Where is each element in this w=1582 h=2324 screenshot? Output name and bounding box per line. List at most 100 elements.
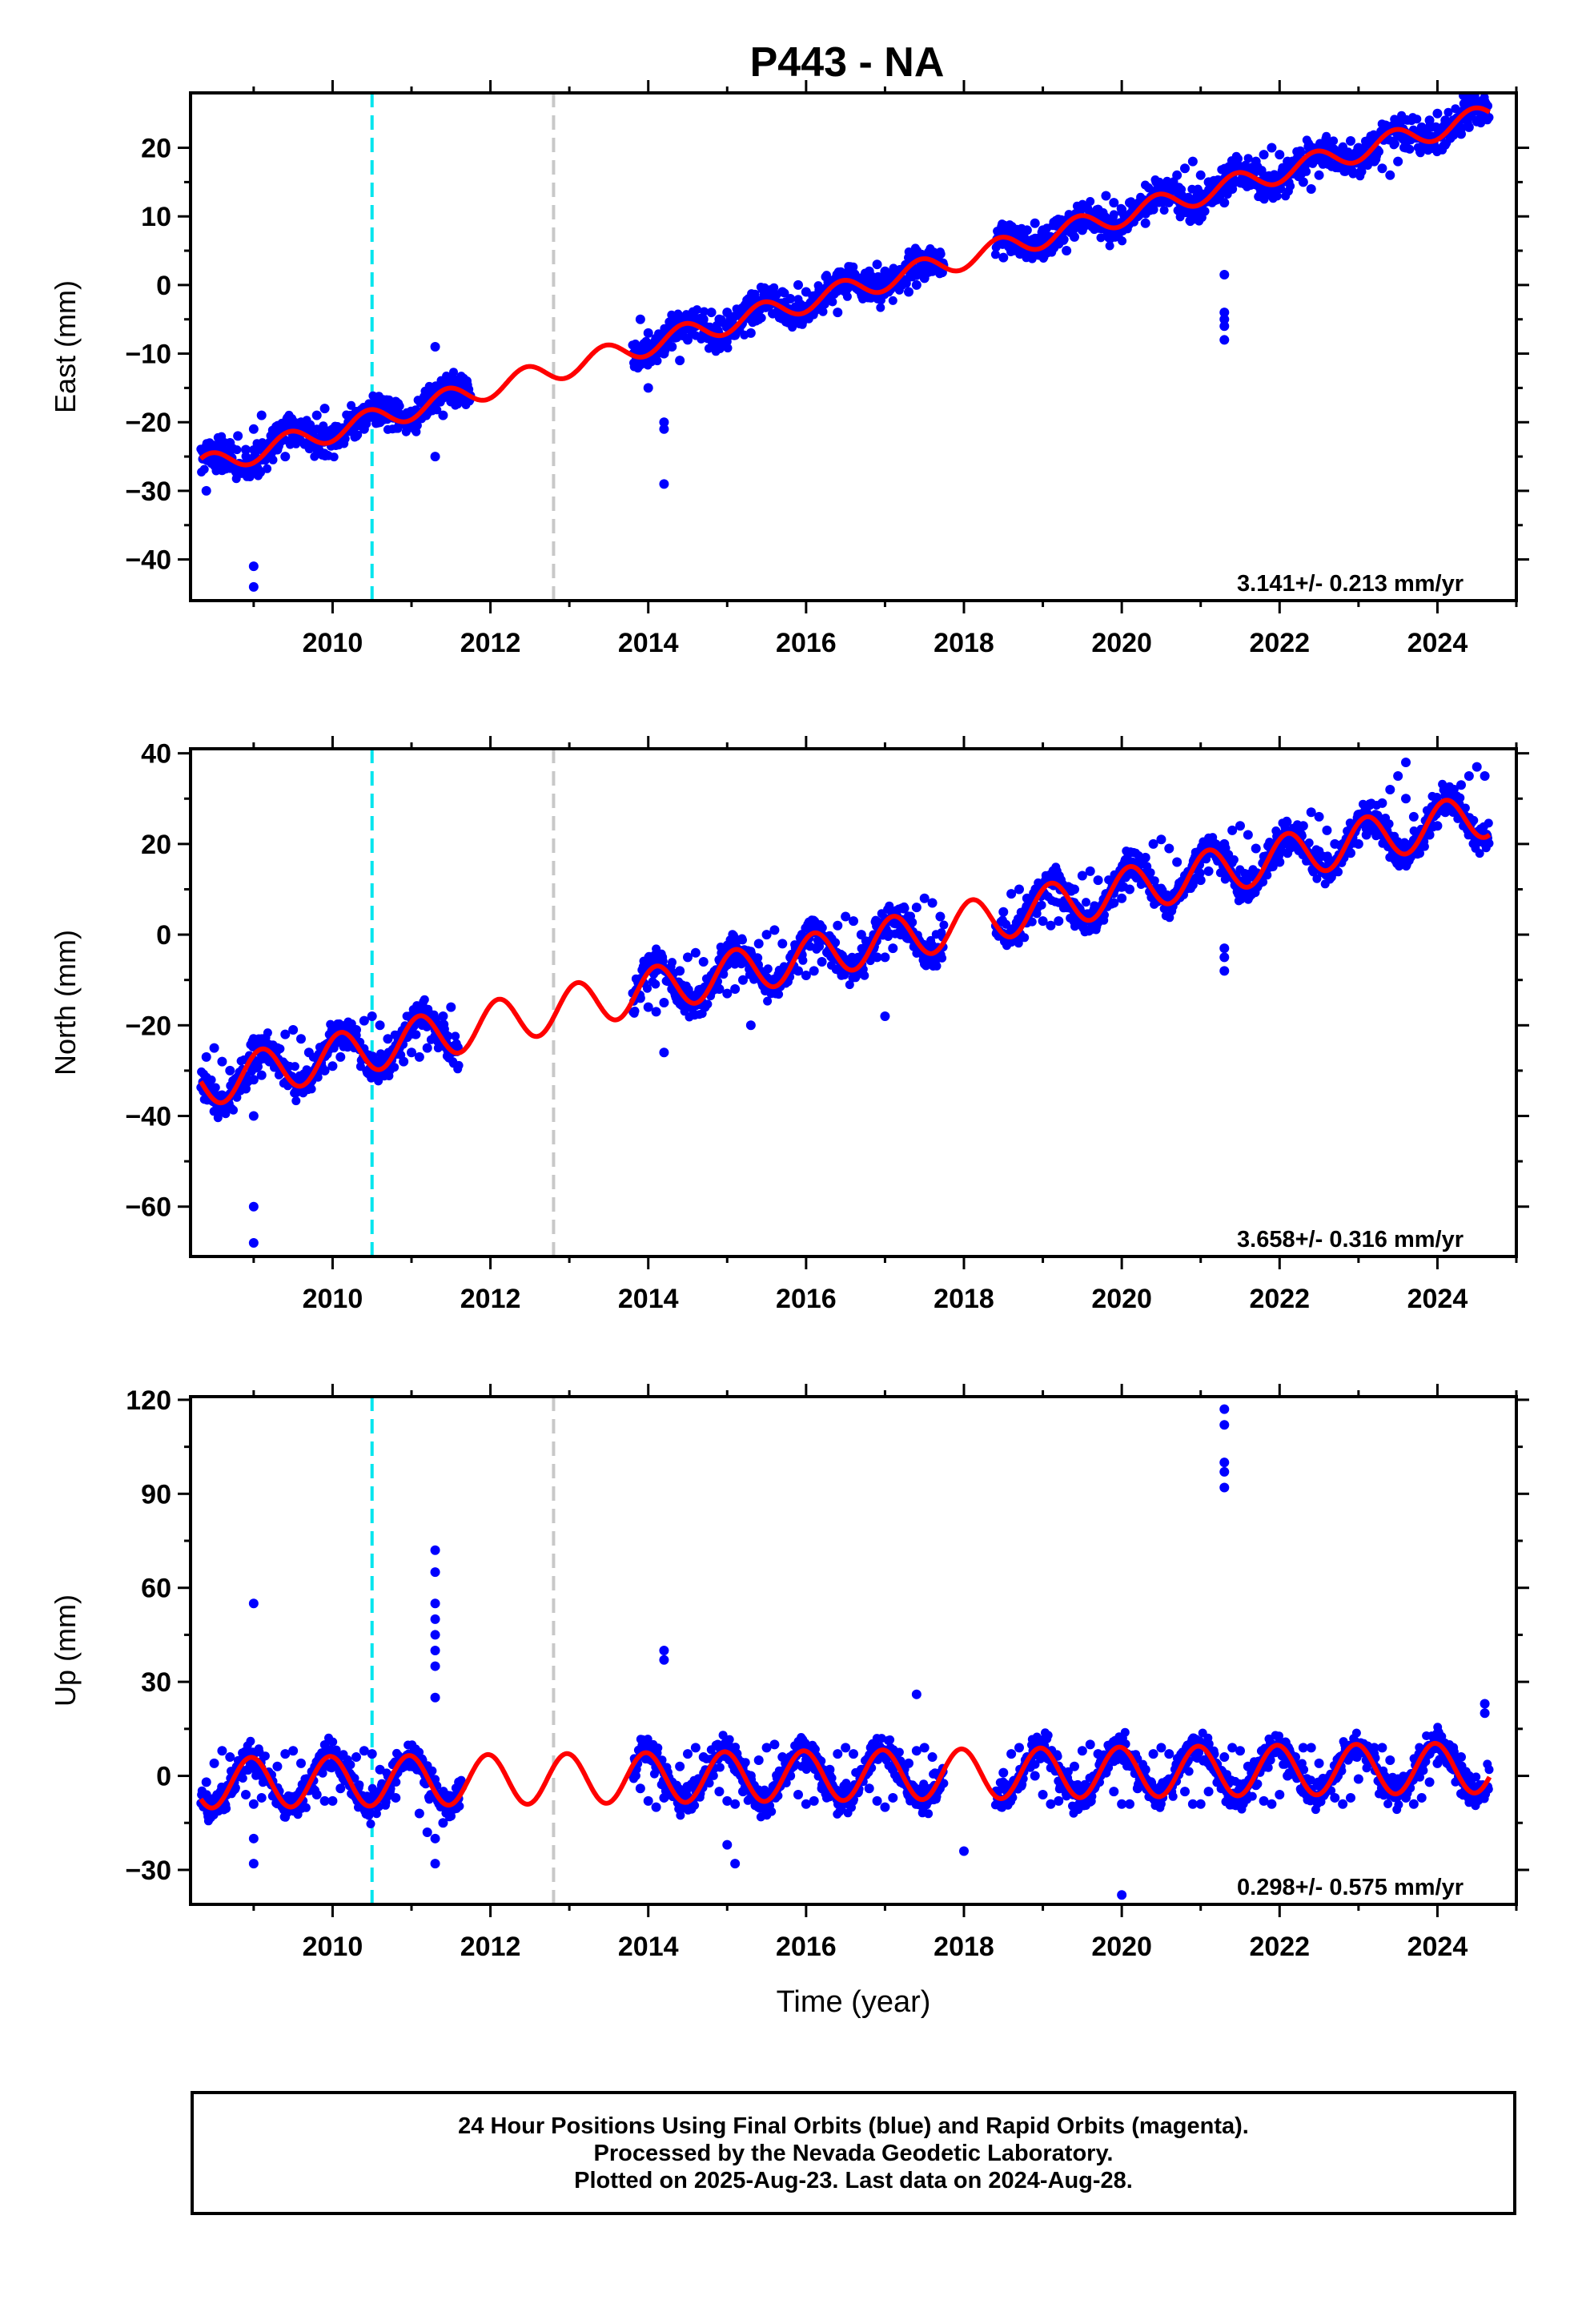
data-point	[1085, 866, 1095, 876]
data-point	[725, 1735, 734, 1744]
data-point	[651, 1007, 661, 1017]
data-point	[399, 410, 409, 420]
data-point	[1148, 204, 1158, 215]
data-point	[1077, 225, 1087, 235]
data-point	[864, 266, 874, 276]
data-point	[280, 452, 291, 462]
outlier-point	[1219, 335, 1230, 345]
data-point	[1480, 770, 1490, 781]
data-point	[1234, 154, 1243, 163]
data-point	[268, 455, 278, 464]
data-point	[272, 1043, 283, 1053]
data-point	[1306, 183, 1316, 194]
data-point	[1146, 868, 1155, 878]
x-tick-label: 2016	[776, 1284, 837, 1314]
data-point	[256, 410, 267, 420]
data-point	[1159, 206, 1169, 215]
data-point	[730, 984, 741, 995]
data-point	[438, 410, 448, 420]
data-point	[1276, 184, 1286, 194]
data-point	[715, 1763, 725, 1772]
data-point	[1393, 156, 1403, 167]
data-point	[1384, 819, 1394, 829]
data-point	[1030, 218, 1040, 228]
data-point	[311, 410, 322, 420]
data-point	[291, 1096, 301, 1106]
outlier-point	[745, 1020, 756, 1031]
data-point	[329, 452, 339, 462]
y-tick-label: −20	[125, 1011, 171, 1041]
data-point	[1117, 893, 1127, 903]
data-point	[651, 335, 661, 345]
y-tick-label: −10	[125, 340, 171, 370]
data-point	[643, 328, 653, 338]
x-tick-label: 2020	[1091, 628, 1152, 658]
data-point	[817, 957, 827, 967]
data-point	[367, 1011, 377, 1021]
data-point	[1401, 143, 1411, 153]
data-point	[904, 287, 913, 297]
data-point	[1251, 843, 1261, 854]
data-point	[217, 465, 227, 476]
data-point	[896, 279, 906, 290]
data-point	[700, 307, 709, 316]
data-point	[1014, 884, 1024, 895]
data-point	[1070, 884, 1079, 895]
data-point	[1125, 198, 1134, 208]
data-point	[1369, 156, 1379, 167]
data-point	[1416, 122, 1427, 132]
data-point	[667, 342, 677, 352]
data-point	[1286, 181, 1295, 191]
data-point	[1275, 857, 1285, 867]
data-point	[303, 424, 314, 434]
outlier-point	[1219, 943, 1230, 954]
data-point	[1195, 170, 1206, 180]
y-tick-label: 20	[141, 134, 171, 164]
data-point	[1484, 838, 1494, 848]
data-point	[1109, 210, 1118, 219]
data-point	[446, 1002, 456, 1012]
outlier-point	[1219, 314, 1230, 324]
data-point	[263, 464, 272, 473]
data-point	[288, 1024, 299, 1035]
data-point	[319, 421, 328, 431]
data-point	[833, 920, 843, 931]
data-point	[1164, 843, 1174, 854]
data-layer	[196, 757, 1494, 1248]
data-point	[936, 249, 946, 259]
y-tick-label: 0	[156, 920, 171, 951]
data-point	[290, 1062, 299, 1072]
data-point	[313, 1072, 323, 1082]
data-point	[1062, 246, 1072, 256]
data-point	[1259, 150, 1269, 160]
data-point	[1440, 115, 1451, 126]
data-point	[1298, 177, 1308, 187]
data-point	[668, 958, 677, 967]
data-point	[652, 356, 662, 366]
figure-title: P443 - NA	[750, 39, 945, 86]
model-fit-line	[199, 105, 1492, 468]
data-point	[1200, 207, 1210, 216]
data-point	[1195, 875, 1206, 886]
data-point	[1443, 107, 1453, 117]
data-point	[938, 267, 947, 277]
outlier-point	[248, 1238, 259, 1248]
data-point	[428, 1766, 437, 1775]
data-point	[1472, 115, 1482, 126]
up-panel: 2010 2012 2014 2016 2018 2020 2022 2024−3003060…	[49, 1384, 1529, 2019]
data-point	[340, 434, 350, 444]
data-point	[880, 952, 890, 963]
data-point	[833, 308, 843, 318]
data-point	[798, 955, 808, 965]
outlier-point	[1219, 308, 1230, 318]
data-point	[383, 404, 393, 414]
data-point	[675, 966, 685, 976]
data-point	[327, 1061, 338, 1072]
data-point	[366, 1819, 375, 1828]
data-point	[703, 999, 713, 1009]
data-point	[260, 1751, 270, 1761]
data-point	[355, 1780, 364, 1790]
data-point	[1243, 163, 1253, 174]
data-point	[1456, 129, 1466, 139]
data-point	[659, 998, 669, 1007]
